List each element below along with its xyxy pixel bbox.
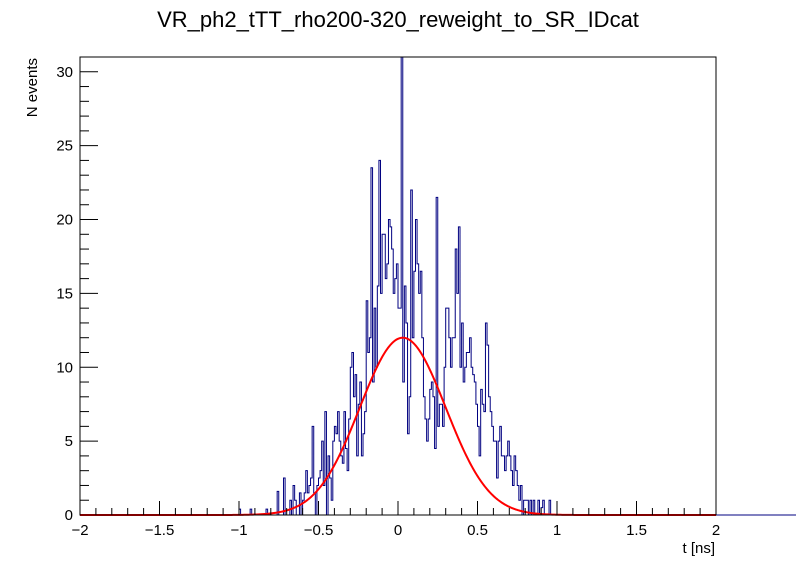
y-tick-label: 30: [56, 64, 73, 81]
x-axis: −2 −1.5 −1 −0.5 0 0.5 1 1.5 2: [71, 501, 720, 539]
x-tick-label: −2: [71, 522, 88, 539]
y-tick-label: 25: [56, 138, 73, 155]
y-tick-label: 10: [56, 359, 73, 376]
x-tick-label: 1.5: [626, 522, 647, 539]
x-tick-label: −1.5: [145, 522, 175, 539]
x-tick-label: −0.5: [304, 522, 334, 539]
x-tick-label: 1: [553, 522, 561, 539]
x-tick-label: −1: [230, 522, 247, 539]
chart-title: VR_ph2_tTT_rho200-320_reweight_to_SR_IDc…: [157, 7, 639, 32]
x-tick-label: 0.5: [467, 522, 488, 539]
x-tick-label: 2: [712, 522, 720, 539]
y-axis-label: N events: [24, 58, 41, 117]
x-tick-label: 0: [394, 522, 402, 539]
y-tick-label: 0: [65, 507, 73, 524]
y-tick-label: 20: [56, 212, 73, 229]
y-axis: 0 5 10 15 20 25 30: [56, 56, 98, 524]
y-tick-label: 15: [56, 285, 73, 302]
y-tick-label: 5: [65, 433, 73, 450]
x-axis-label: t [ns]: [682, 540, 715, 557]
